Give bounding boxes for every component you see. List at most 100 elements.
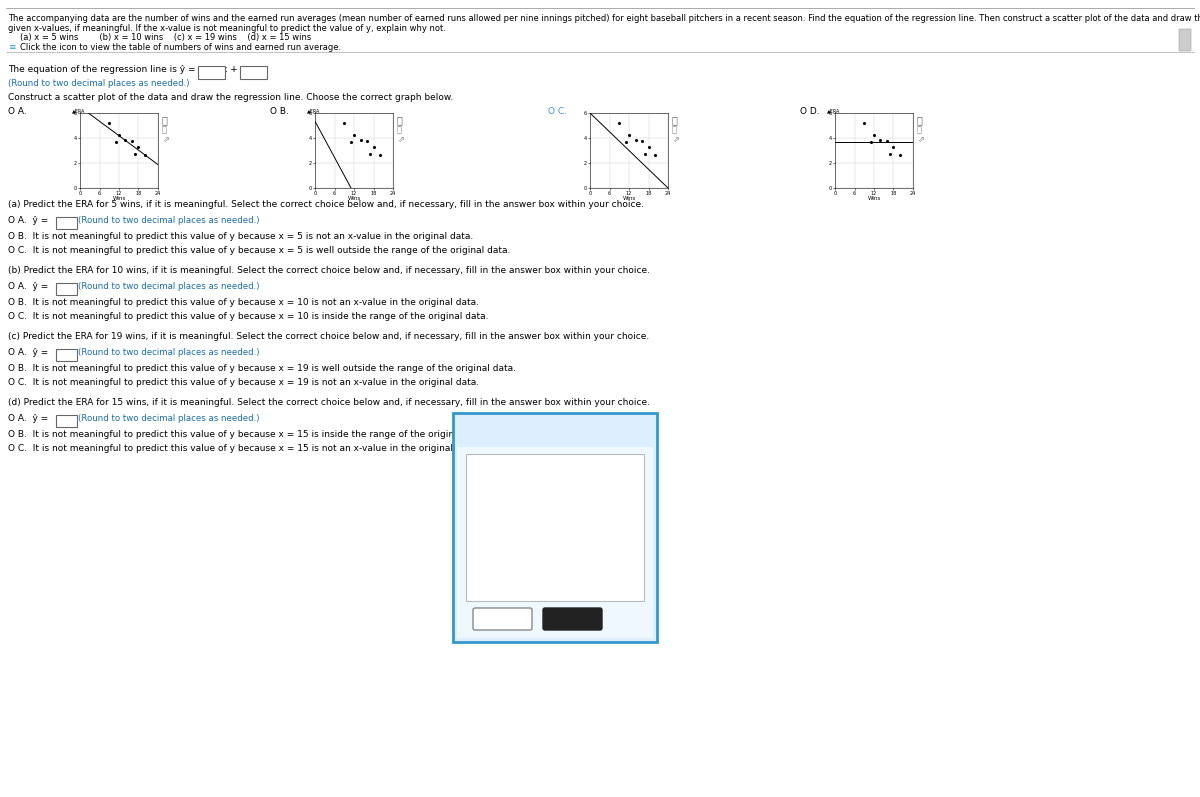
Point (364, 141, 383, 154)
FancyBboxPatch shape (55, 348, 77, 360)
Text: 3.76: 3.76 (576, 539, 598, 549)
Text: (b) Predict the ERA for 10 wins, if it is meaningful. Select the correct choice : (b) Predict the ERA for 10 wins, if it i… (8, 266, 650, 275)
Text: 2.69: 2.69 (576, 525, 598, 535)
Text: ⌕: ⌕ (162, 115, 168, 125)
Text: (d) Predict the ERA for 15 wins, if it is meaningful. Select the correct choice : (d) Predict the ERA for 15 wins, if it i… (8, 398, 650, 407)
Point (610, 116, 629, 129)
Text: 11: 11 (510, 581, 522, 591)
Text: (c) Predict the ERA for 19 wins, if it is meaningful. Select the correct choice : (c) Predict the ERA for 19 wins, if it i… (8, 332, 649, 341)
Text: 9: 9 (514, 595, 520, 605)
Text: O A.  ŷ =: O A. ŷ = (8, 216, 48, 225)
Text: Wins, x: Wins, x (496, 475, 536, 485)
FancyBboxPatch shape (457, 417, 653, 638)
Text: (a) Predict the ERA for 5 wins, if it is meaningful. Select the correct choice b: (a) Predict the ERA for 5 wins, if it is… (8, 200, 644, 209)
Text: (Round to two decimal places as needed.): (Round to two decimal places as needed.) (78, 414, 259, 423)
Text: O C.: O C. (548, 107, 568, 116)
Point (616, 135, 635, 148)
Text: ⇗: ⇗ (917, 135, 924, 144)
Text: 3.27: 3.27 (576, 511, 598, 521)
Point (864, 128, 883, 141)
Text: 18: 18 (510, 511, 522, 521)
Text: Earned run
average, y: Earned run average, y (557, 475, 617, 497)
FancyBboxPatch shape (55, 414, 77, 426)
Text: O A.: O A. (8, 107, 26, 116)
FancyBboxPatch shape (55, 217, 77, 229)
Point (632, 135, 652, 147)
Text: ⌕: ⌕ (917, 125, 922, 134)
Point (371, 148, 390, 161)
Text: ⌕: ⌕ (672, 125, 677, 134)
Point (100, 116, 119, 129)
Point (871, 133, 890, 146)
Point (619, 128, 638, 141)
Text: Wins and ERA: Wins and ERA (503, 426, 607, 439)
Text: O A.  ŷ =: O A. ŷ = (8, 282, 48, 291)
Text: O D.: O D. (800, 107, 820, 116)
Point (122, 135, 142, 147)
Point (626, 133, 646, 146)
FancyBboxPatch shape (542, 608, 602, 630)
Text: Construct a scatter plot of the data and draw the regression line. Choose the co: Construct a scatter plot of the data and… (8, 93, 454, 102)
Text: ⌕: ⌕ (397, 115, 403, 125)
Text: ⌕: ⌕ (672, 115, 678, 125)
Text: 16: 16 (510, 539, 522, 549)
Point (877, 135, 896, 147)
Text: ─: ─ (625, 425, 631, 435)
Text: ≡: ≡ (8, 43, 16, 52)
Text: O A.  ŷ =: O A. ŷ = (8, 348, 48, 357)
Text: Print: Print (491, 615, 515, 625)
Point (862, 135, 881, 148)
Text: Done: Done (559, 615, 586, 625)
FancyBboxPatch shape (198, 65, 224, 78)
FancyBboxPatch shape (466, 454, 644, 601)
Text: Click the icon to view the table of numbers of wins and earned run average.: Click the icon to view the table of numb… (20, 43, 341, 52)
Text: 3.86: 3.86 (576, 553, 598, 563)
Text: ▲ERA: ▲ERA (827, 108, 840, 113)
Point (884, 141, 904, 154)
Text: 12: 12 (510, 567, 522, 577)
Text: (a) x = 5 wins        (b) x = 10 wins    (c) x = 19 wins    (d) x = 15 wins: (a) x = 5 wins (b) x = 10 wins (c) x = 1… (20, 33, 311, 42)
FancyBboxPatch shape (457, 417, 653, 447)
Point (890, 148, 910, 161)
Text: ×: × (637, 425, 647, 435)
Text: ⌕: ⌕ (917, 115, 923, 125)
Text: (Round to two decimal places as needed.): (Round to two decimal places as needed.) (8, 79, 190, 88)
FancyBboxPatch shape (1178, 29, 1190, 51)
Point (854, 116, 874, 129)
Text: 3.72: 3.72 (576, 581, 598, 591)
Text: ▲ERA: ▲ERA (72, 108, 85, 113)
Point (350, 133, 370, 146)
X-axis label: Wins: Wins (623, 197, 636, 202)
Text: O C.  It is not meaningful to predict this value of y because x = 5 is well outs: O C. It is not meaningful to predict thi… (8, 246, 510, 255)
Point (136, 148, 155, 161)
FancyBboxPatch shape (55, 282, 77, 295)
Point (109, 128, 128, 141)
Text: 17: 17 (510, 525, 522, 535)
Text: ⌕: ⌕ (162, 125, 167, 134)
Text: 20: 20 (510, 497, 522, 507)
Text: O C.  It is not meaningful to predict this value of y because x = 19 is not an x: O C. It is not meaningful to predict thi… (8, 378, 479, 387)
Text: O C.  It is not meaningful to predict this value of y because x = 15 is not an x: O C. It is not meaningful to predict thi… (8, 444, 479, 453)
Point (881, 148, 900, 161)
Text: (Round to two decimal places as needed.): (Round to two decimal places as needed.) (78, 348, 259, 357)
Point (341, 135, 360, 148)
Text: 5.19: 5.19 (576, 595, 598, 605)
Text: O B.  It is not meaningful to predict this value of y because x = 19 is well out: O B. It is not meaningful to predict thi… (8, 364, 516, 373)
Text: ⇗: ⇗ (162, 135, 169, 144)
Text: O B.  It is not meaningful to predict this value of y because x = 10 is not an x: O B. It is not meaningful to predict thi… (8, 298, 479, 307)
Text: 2.68: 2.68 (576, 497, 598, 507)
Text: O B.: O B. (270, 107, 289, 116)
Point (106, 135, 125, 148)
Text: (Round to two decimal places as needed.): (Round to two decimal places as needed.) (78, 216, 259, 225)
Text: x +: x + (222, 65, 238, 74)
Point (335, 116, 354, 129)
Point (361, 148, 380, 161)
Text: ≡: ≡ (631, 463, 637, 472)
Point (344, 128, 364, 141)
Text: 4.25: 4.25 (576, 567, 598, 577)
FancyBboxPatch shape (454, 413, 658, 642)
Text: ⇗: ⇗ (397, 135, 404, 144)
Text: O B.  It is not meaningful to predict this value of y because x = 15 is inside t: O B. It is not meaningful to predict thi… (8, 430, 488, 439)
Point (116, 133, 136, 146)
Text: ⌕: ⌕ (397, 125, 402, 134)
